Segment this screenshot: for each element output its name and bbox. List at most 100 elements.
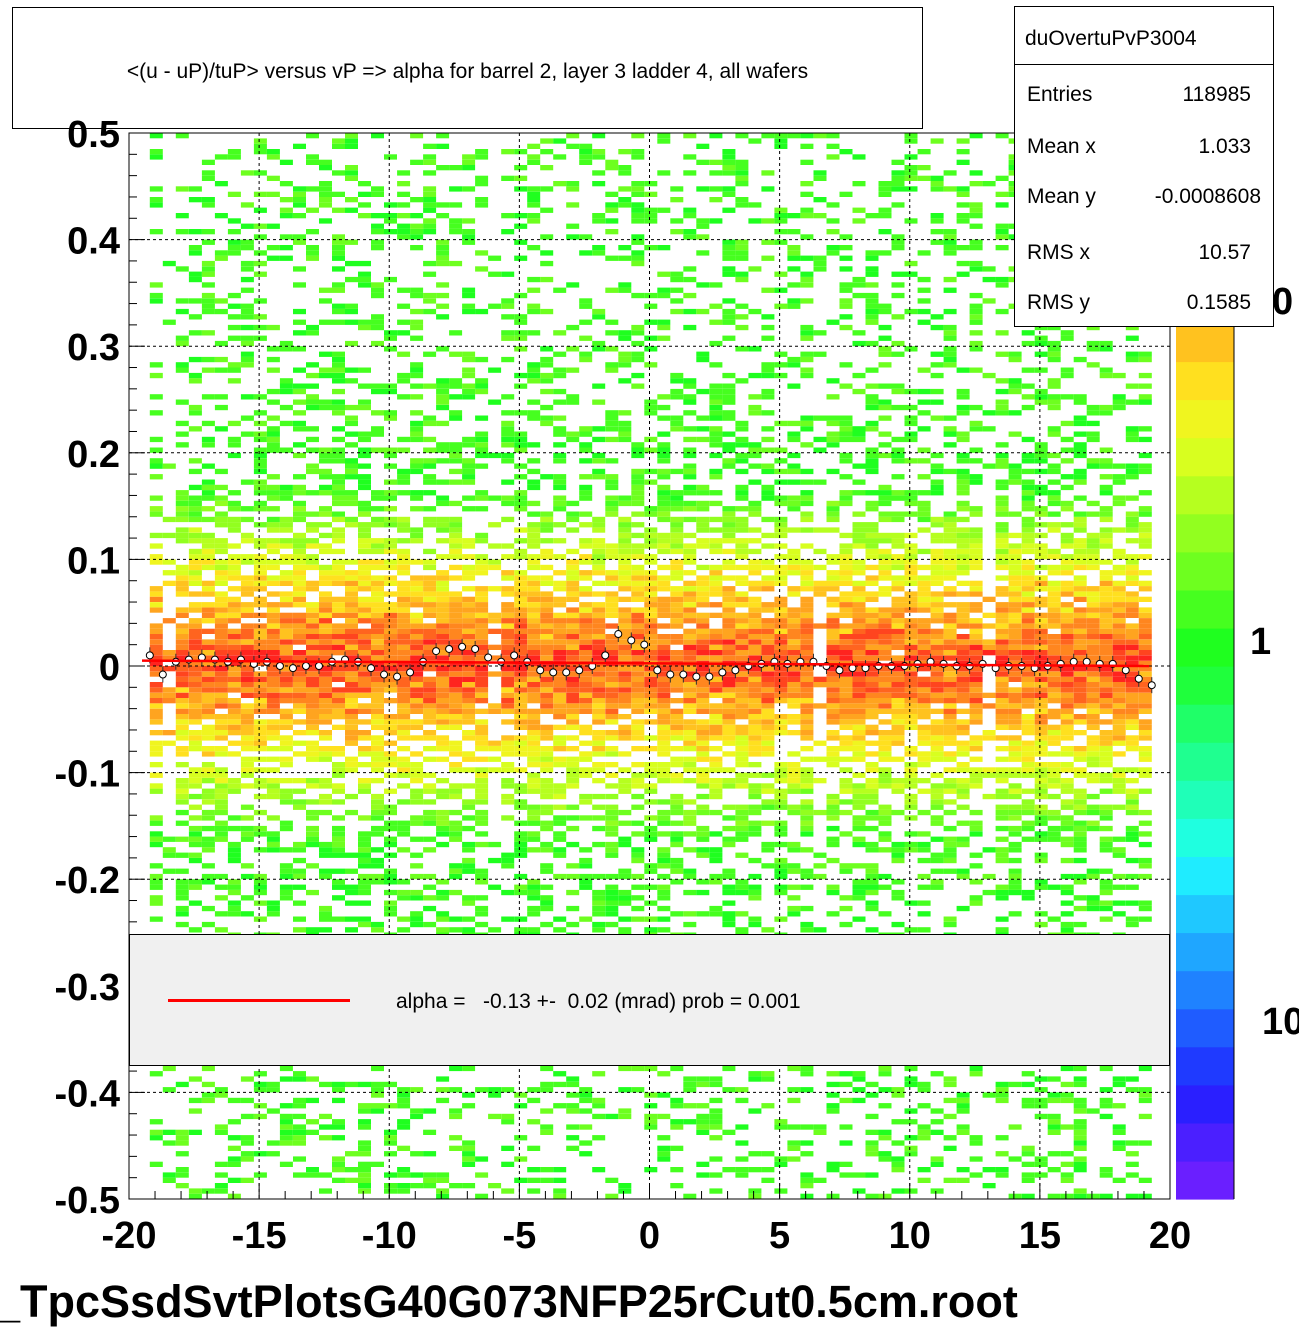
- heatmap-cell: [423, 474, 437, 480]
- heatmap-cell: [227, 703, 241, 709]
- heatmap-cell: [839, 420, 853, 427]
- heatmap-cell: [618, 186, 632, 192]
- heatmap-cell: [709, 426, 723, 432]
- heatmap-cell: [475, 1087, 489, 1093]
- heatmap-cell: [240, 506, 254, 512]
- heatmap-cell: [475, 799, 489, 805]
- heatmap-cell: [761, 287, 775, 293]
- heatmap-cell: [618, 692, 632, 698]
- heatmap-cell: [605, 1113, 619, 1120]
- heatmap-cell: [514, 724, 528, 730]
- heatmap-cell: [279, 1161, 293, 1167]
- heatmap-cell: [306, 660, 319, 666]
- heatmap-cell: [709, 730, 723, 736]
- heatmap-cell: [631, 676, 645, 682]
- heatmap-cell: [397, 181, 411, 187]
- heatmap-cell: [787, 682, 801, 688]
- heatmap-cell: [722, 804, 736, 810]
- heatmap-cell: [514, 527, 528, 533]
- heatmap-cell: [709, 735, 723, 741]
- heatmap-cell: [436, 378, 450, 384]
- heatmap-cell: [735, 655, 749, 661]
- heatmap-cell: [696, 730, 710, 736]
- heatmap-cell: [397, 229, 411, 235]
- heatmap-cell: [696, 735, 710, 741]
- heatmap-cell: [709, 452, 723, 459]
- heatmap-cell: [592, 218, 606, 224]
- heatmap-cell: [605, 708, 619, 714]
- heatmap-cell: [306, 927, 319, 933]
- heatmap-cell: [605, 692, 619, 698]
- heatmap-cell: [566, 324, 580, 331]
- heatmap-cell: [722, 159, 736, 165]
- heatmap-cell: [149, 186, 163, 192]
- heatmap-cell: [240, 730, 254, 736]
- heatmap-cell: [475, 841, 489, 848]
- heatmap-cell: [293, 1113, 306, 1120]
- heatmap-cell: [436, 831, 450, 837]
- heatmap-cell: [566, 692, 580, 698]
- heatmap-cell: [436, 213, 450, 219]
- heatmap-cell: [800, 905, 814, 912]
- heatmap-cell: [579, 335, 593, 341]
- heatmap-cell: [865, 266, 879, 272]
- heatmap-cell: [345, 692, 358, 698]
- heatmap-cell: [657, 335, 671, 341]
- heatmap-cell: [371, 660, 384, 666]
- heatmap-cell: [279, 213, 293, 219]
- heatmap-cell: [709, 644, 723, 650]
- heatmap-cell: [240, 724, 254, 730]
- heatmap-cell: [449, 1108, 463, 1114]
- heatmap-cell: [319, 1172, 332, 1178]
- heatmap-cell: [319, 644, 332, 650]
- heatmap-cell: [540, 404, 554, 411]
- heatmap-cell: [657, 452, 671, 459]
- heatmap-cell: [826, 378, 840, 384]
- heatmap-cell: [631, 468, 645, 475]
- heatmap-cell: [527, 596, 541, 602]
- heatmap-cell: [253, 250, 267, 256]
- heatmap-cell: [566, 1076, 580, 1082]
- heatmap-cell: [592, 905, 606, 912]
- heatmap-cell: [696, 618, 710, 624]
- heatmap-cell: [696, 804, 710, 810]
- heatmap-cell: [449, 751, 463, 757]
- heatmap-cell: [800, 639, 814, 645]
- heatmap-cell: [188, 836, 202, 842]
- heatmap-cell: [735, 564, 749, 571]
- heatmap-cell: [592, 676, 606, 682]
- heatmap-cell: [397, 1103, 411, 1109]
- heatmap-cell: [761, 367, 775, 373]
- heatmap-cell: [579, 692, 593, 698]
- heatmap-cell: [227, 543, 241, 549]
- heatmap-cell: [410, 628, 424, 634]
- heatmap-cell: [605, 554, 619, 560]
- heatmap-cell: [787, 500, 801, 507]
- heatmap-cell: [201, 692, 215, 698]
- heatmap-cell: [540, 634, 554, 640]
- heatmap-cell: [371, 586, 384, 592]
- heatmap-cell: [214, 714, 228, 720]
- heatmap-cell: [279, 245, 293, 251]
- heatmap-cell: [279, 1065, 293, 1072]
- heatmap-cell: [605, 873, 619, 880]
- heatmap-cell: [214, 607, 228, 613]
- heatmap-cell: [332, 1167, 345, 1173]
- heatmap-cell: [787, 650, 801, 656]
- heatmap-cell: [735, 442, 749, 448]
- heatmap-cell: [410, 292, 424, 299]
- heatmap-cell: [345, 490, 358, 496]
- heatmap-cell: [358, 1172, 371, 1178]
- heatmap-cell: [410, 799, 424, 805]
- heatmap-cell: [540, 676, 554, 682]
- heatmap-cell: [188, 735, 202, 741]
- heatmap-cell: [800, 1183, 814, 1189]
- heatmap-cell: [774, 522, 788, 528]
- heatmap-cell: [787, 1140, 801, 1146]
- heatmap-cell: [683, 463, 697, 469]
- heatmap-cell: [436, 650, 450, 656]
- heatmap-cell: [175, 655, 189, 661]
- heatmap-cell: [384, 330, 397, 336]
- heatmap-cell: [240, 682, 254, 688]
- heatmap-cell: [709, 682, 723, 688]
